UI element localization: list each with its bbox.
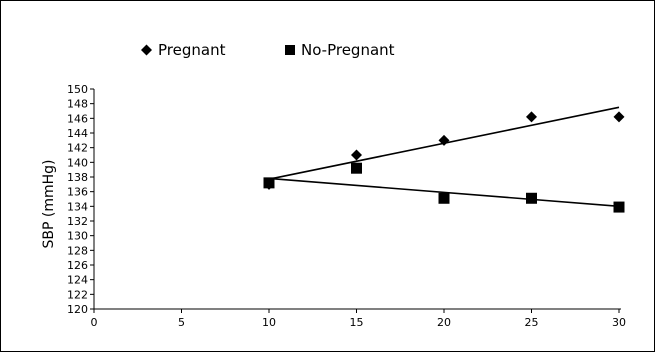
y-axis-label: SBP (mmHg) [41, 160, 57, 249]
legend-label-no-pregnant: No-Pregnant [301, 41, 395, 59]
trendline-no-pregnant [268, 177, 620, 208]
legend-label-pregnant: Pregnant [158, 41, 226, 59]
data-point-no-pregnant [526, 192, 537, 204]
y-tick-label: 144 [67, 127, 88, 140]
data-point-no-pregnant [263, 177, 275, 189]
trendlines [268, 106, 620, 208]
y-tick-label: 120 [67, 303, 88, 316]
y-tick-label: 146 [67, 112, 88, 125]
y-tick-label: 148 [67, 98, 88, 111]
y-tick-label: 150 [67, 83, 88, 96]
x-tick-label: 20 [437, 316, 451, 329]
y-tick-label: 136 [67, 186, 88, 199]
y-tick-label: 128 [67, 244, 88, 257]
legend: Pregnant No-Pregnant [141, 41, 395, 59]
data-point-no-pregnant [438, 192, 450, 204]
data-point-pregnant [526, 111, 537, 123]
x-tick-label: 30 [612, 316, 626, 329]
x-tick-label: 5 [178, 316, 185, 329]
y-tick-label: 124 [67, 274, 88, 287]
data-point-no-pregnant [351, 162, 362, 174]
y-tick-label: 132 [67, 215, 88, 228]
data-points [263, 111, 625, 213]
y-tick-label: 126 [67, 259, 88, 272]
data-point-no-pregnant [613, 201, 625, 213]
legend-marker-pregnant [141, 44, 152, 56]
x-tick-label: 0 [91, 316, 98, 329]
data-point-pregnant [438, 134, 450, 146]
x-tick-label: 25 [525, 316, 539, 329]
data-point-pregnant [613, 111, 625, 123]
x-tick-label: 15 [350, 316, 364, 329]
legend-marker-no-pregnant [285, 45, 295, 55]
data-point-pregnant [351, 149, 362, 161]
x-tick-label: 10 [262, 316, 276, 329]
y-tick-label: 134 [67, 200, 88, 213]
y-tick-label: 138 [67, 171, 88, 184]
y-tick-label: 122 [67, 288, 88, 301]
y-tick-label: 142 [67, 142, 88, 155]
y-tick-label: 140 [67, 156, 88, 169]
y-tick-label: 130 [67, 230, 88, 243]
